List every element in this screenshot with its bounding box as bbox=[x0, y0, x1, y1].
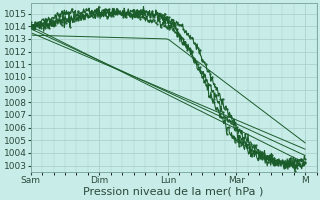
X-axis label: Pression niveau de la mer( hPa ): Pression niveau de la mer( hPa ) bbox=[84, 187, 264, 197]
